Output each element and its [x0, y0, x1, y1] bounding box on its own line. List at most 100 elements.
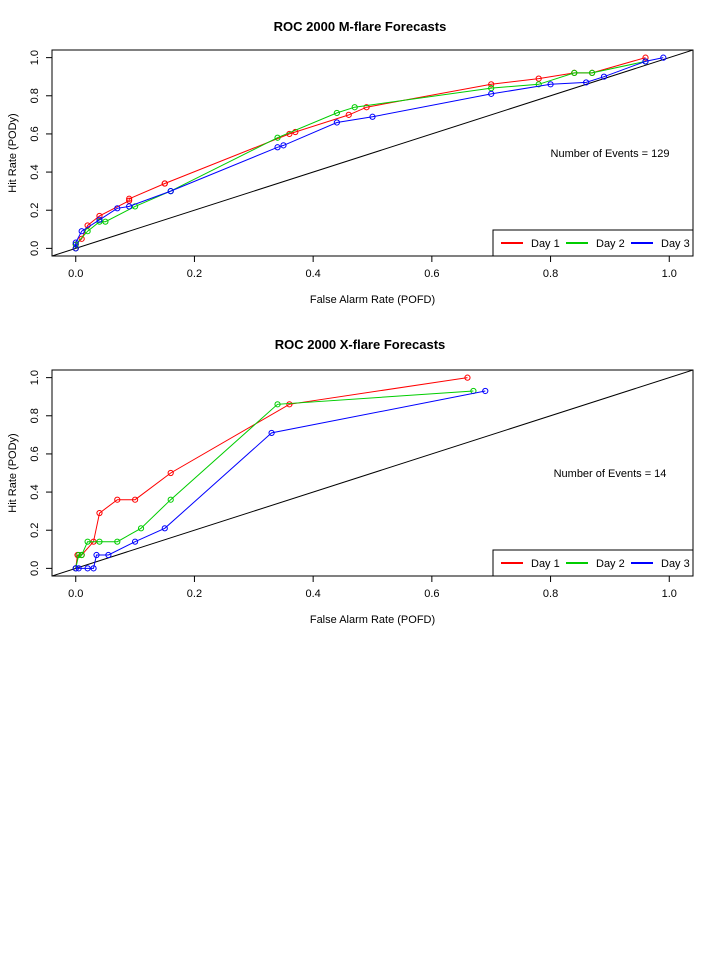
data-point [369, 113, 376, 120]
data-point [286, 401, 293, 408]
roc-chart-1: ROC 2000 M-flare Forecasts 0.0 0.2 0.4 0.6 0.… [7, 19, 694, 306]
data-point [93, 551, 100, 559]
data-point [78, 228, 85, 235]
data-point [126, 195, 133, 202]
legend-label: Day 3 [661, 558, 690, 570]
x-tick-label: 0.2 [187, 588, 202, 600]
data-point [351, 104, 358, 111]
data-point [292, 128, 299, 136]
data-point [114, 538, 121, 545]
series-day-3 [72, 387, 489, 572]
data-point [96, 212, 103, 220]
x-tick-label: 0.8 [543, 268, 558, 280]
data-point [114, 205, 121, 212]
data-point [600, 73, 608, 80]
y-axis-label: Hit Rate (PODy) [7, 113, 19, 192]
y-tick-label: 0.8 [29, 88, 41, 103]
data-point [333, 109, 340, 117]
data-point [84, 565, 91, 572]
series-line [75, 57, 664, 249]
event-count-annotation: Number of Events = 129 [551, 148, 670, 160]
y-tick-label: 1.0 [29, 370, 41, 385]
x-tick-label: 0.0 [68, 268, 83, 280]
data-point [105, 551, 112, 559]
x-tick-label: 1.0 [662, 268, 677, 280]
data-point [464, 374, 471, 381]
data-point [280, 142, 287, 149]
data-point [167, 469, 174, 477]
data-point [102, 218, 109, 225]
series-line [75, 390, 474, 569]
x-tick-label: 0.8 [543, 588, 558, 600]
data-point [274, 134, 281, 141]
data-point [84, 538, 91, 545]
legend-label: Day 2 [596, 238, 625, 250]
data-point [78, 235, 85, 242]
data-point [167, 188, 174, 195]
data-point [161, 180, 168, 187]
series-line [75, 60, 646, 249]
legend-box [492, 549, 694, 577]
x-tick-label: 0.2 [187, 268, 202, 280]
data-point [488, 90, 495, 97]
y-tick-label: 1.0 [29, 50, 41, 65]
legend: Day 1 Day 2 Day 3 [492, 549, 694, 577]
data-point [84, 228, 91, 235]
series-day-3 [72, 54, 667, 252]
chart-title: ROC 2000 M-flare Forecasts [274, 19, 447, 34]
data-point [96, 538, 103, 545]
data-point [535, 81, 542, 88]
y-axis-label: Hit Rate (PODy) [7, 433, 19, 512]
event-count-annotation: Number of Events = 14 [554, 468, 667, 480]
legend-label: Day 2 [596, 558, 625, 570]
x-tick-label: 0.4 [305, 268, 320, 280]
y-tick-label: 0.0 [29, 241, 41, 256]
data-point [126, 197, 133, 204]
x-axis-label: False Alarm Rate (POFD) [310, 614, 435, 626]
data-point [345, 111, 352, 118]
data-point [72, 565, 79, 572]
data-point [488, 81, 495, 88]
data-point [78, 551, 85, 559]
data-point [72, 239, 79, 246]
y-tick-label: 0.6 [29, 126, 41, 141]
data-point [96, 216, 103, 223]
roc-chart-2: ROC 2000 X-flare Forecasts 0.0 0.2 0.4 0.6 0.… [7, 337, 694, 626]
data-point [642, 58, 649, 65]
data-point [583, 79, 590, 86]
y-tick-label: 0.8 [29, 408, 41, 423]
series-line [75, 390, 486, 569]
data-point [114, 496, 121, 503]
y-tick-label: 0.2 [29, 523, 41, 538]
data-point [274, 401, 281, 408]
data-point [75, 551, 82, 559]
diagonal-reference-line [52, 50, 693, 256]
data-point [589, 69, 596, 76]
data-point [642, 54, 649, 61]
data-point [161, 525, 168, 532]
data-point [482, 387, 489, 395]
x-axis-label: False Alarm Rate (POFD) [310, 294, 435, 306]
y-tick-label: 0.4 [29, 164, 41, 179]
data-point [660, 54, 667, 61]
data-point [167, 496, 174, 503]
data-point [75, 565, 82, 572]
legend: Day 1 Day 2 Day 3 [492, 229, 694, 257]
x-tick-label: 0.0 [68, 588, 83, 600]
y-tick-label: 0.0 [29, 561, 41, 576]
data-point [333, 119, 340, 126]
data-point [268, 429, 275, 437]
diagonal-reference-line [52, 370, 693, 576]
legend-label: Day 1 [531, 238, 560, 250]
data-point [363, 104, 370, 111]
y-tick-label: 0.4 [29, 484, 41, 499]
legend-label: Day 3 [661, 238, 690, 250]
data-point [137, 525, 145, 532]
data-point [131, 496, 139, 503]
data-point [274, 144, 281, 151]
legend-label: Day 1 [531, 558, 560, 570]
x-tick-label: 0.6 [424, 268, 439, 280]
y-tick-label: 0.6 [29, 446, 41, 461]
data-point [488, 85, 495, 92]
